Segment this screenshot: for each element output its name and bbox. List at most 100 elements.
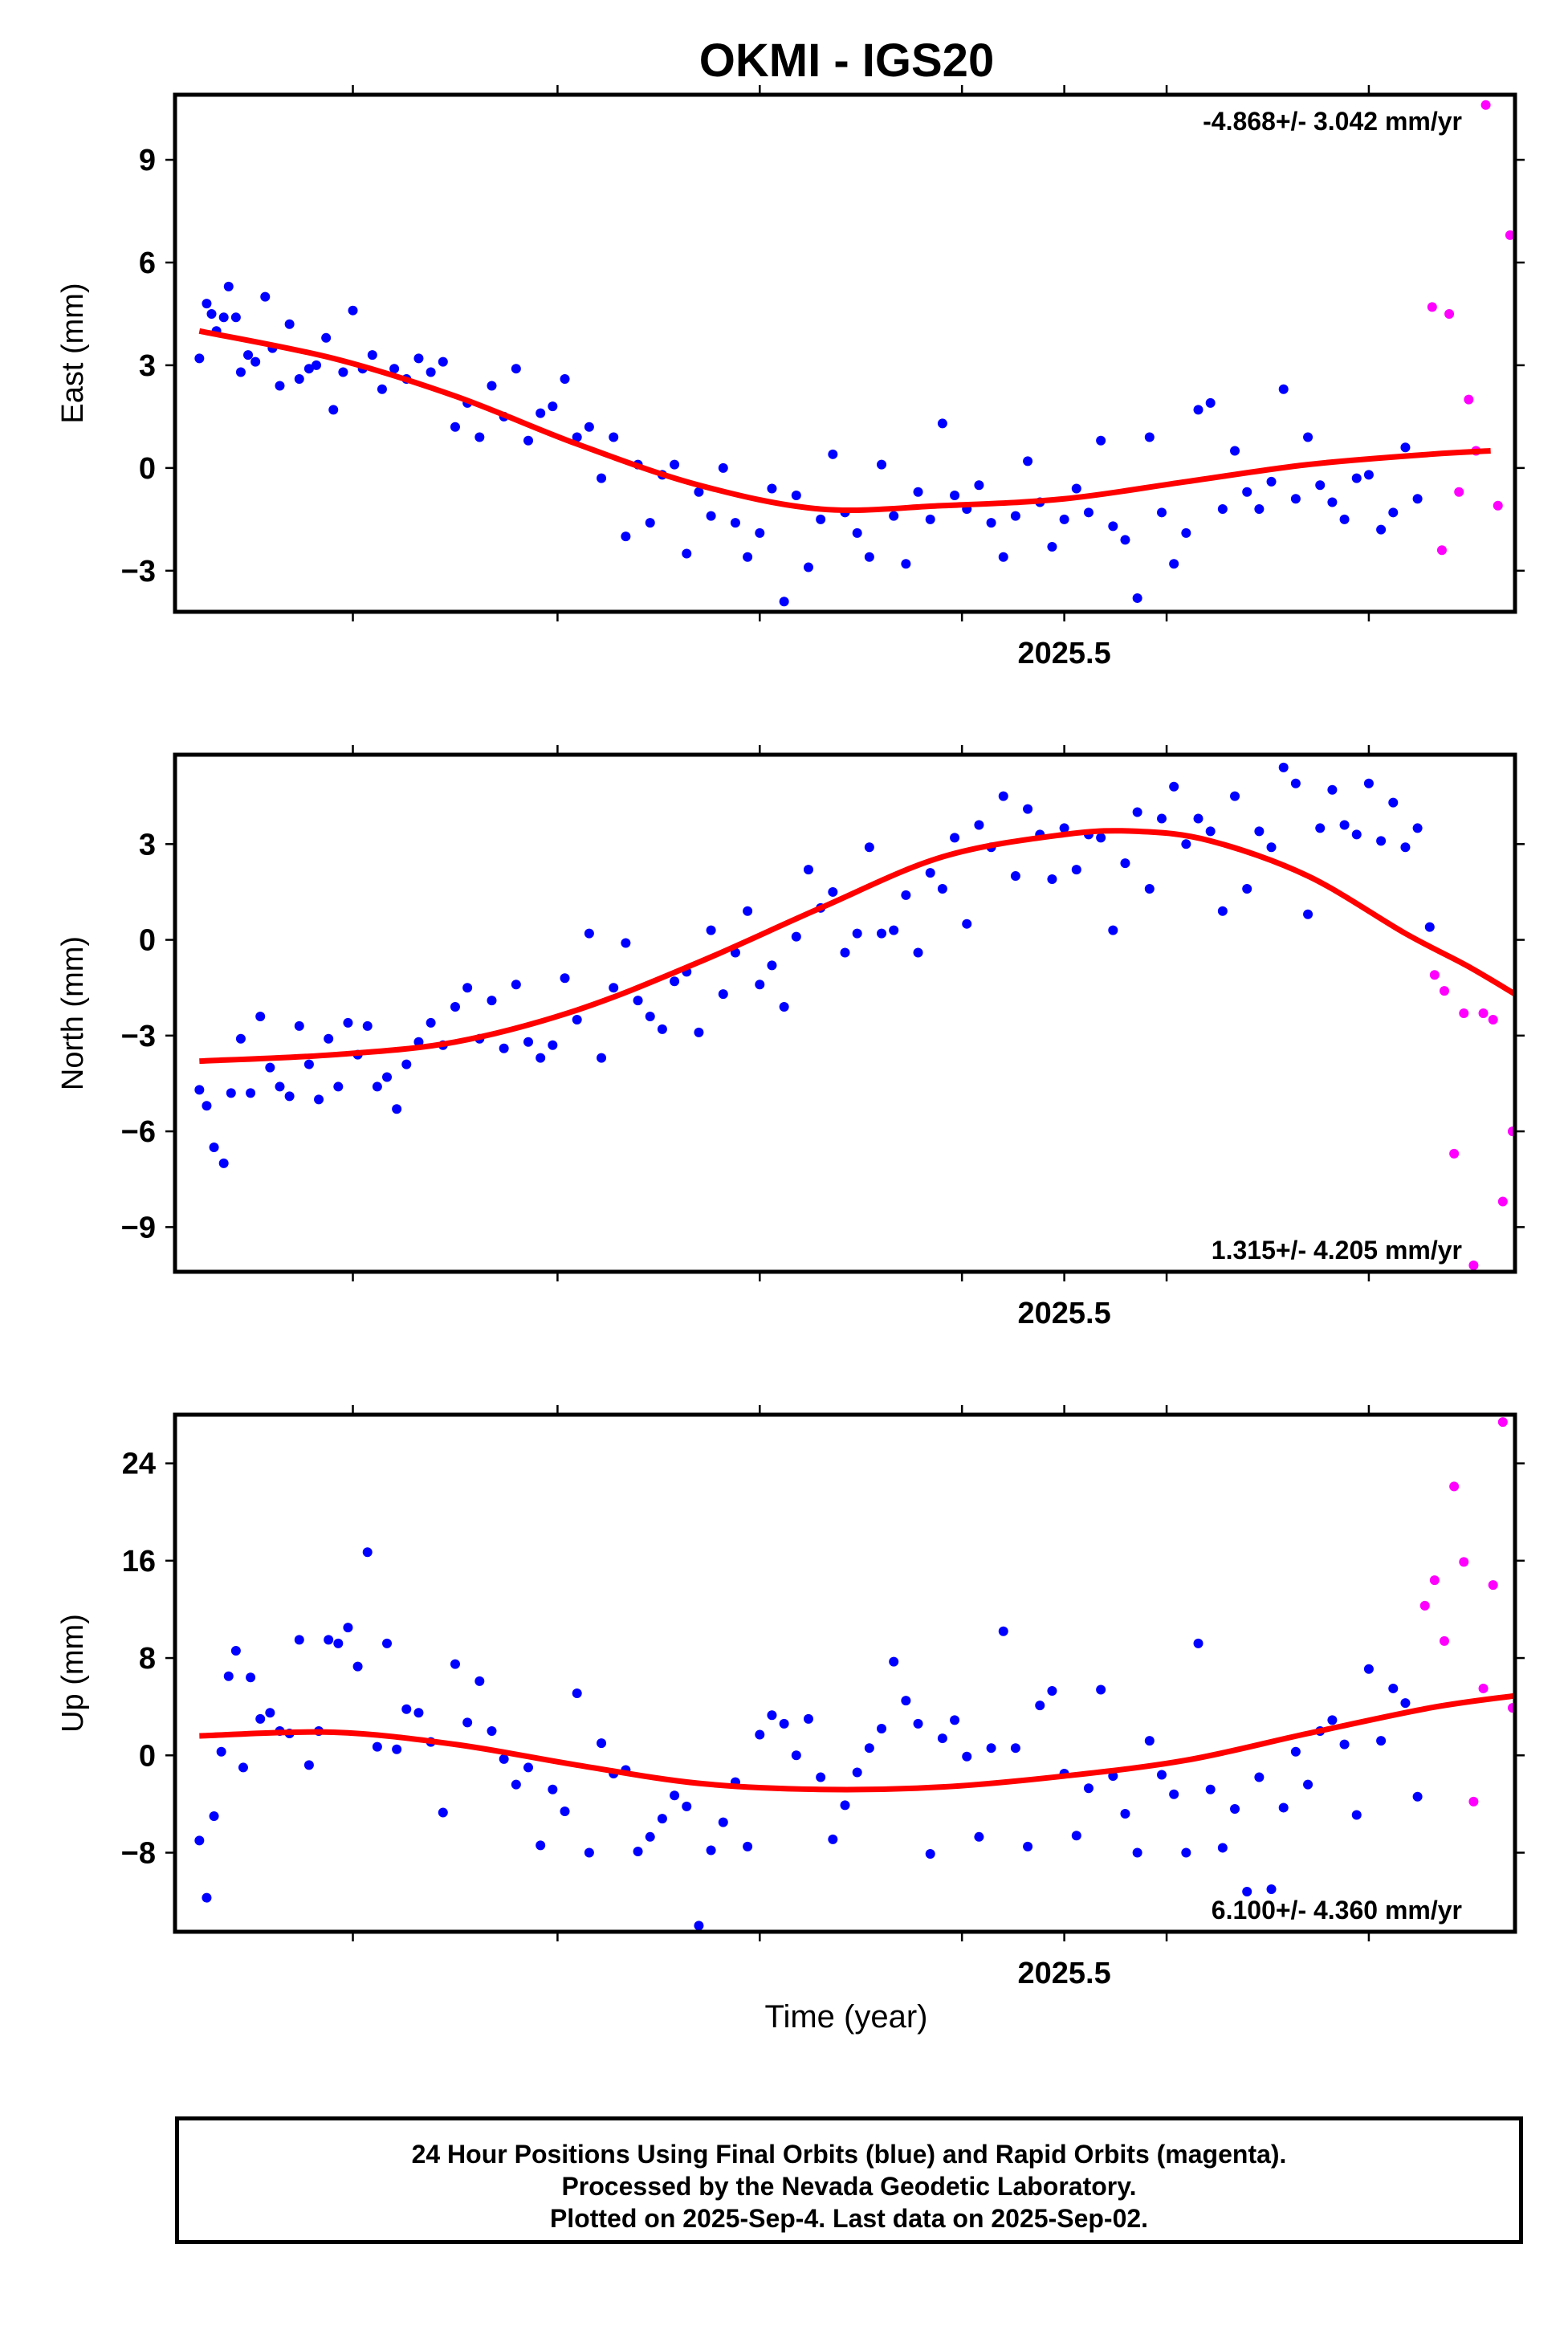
up-final-point — [694, 1921, 704, 1931]
up-final-point — [223, 1671, 234, 1681]
east-rapid-point — [1454, 487, 1464, 497]
east-final-point — [194, 353, 205, 364]
up-final-point — [1132, 1847, 1142, 1858]
east-final-point — [294, 373, 304, 384]
north-y-tick-label: 0 — [139, 924, 156, 958]
north-chart: −9 −6 −3 0 3 2025.5 North (mm) 1.315+/- 4.205 m… — [56, 745, 1525, 1330]
north-final-point — [706, 925, 716, 935]
east-final-point — [1303, 432, 1313, 442]
north-final-point — [1412, 823, 1423, 833]
east-final-point — [548, 401, 558, 412]
north-x-tick-label: 2025.5 — [1017, 1297, 1110, 1330]
north-rapid-point — [1439, 986, 1449, 996]
up-final-point — [209, 1811, 219, 1822]
north-final-point — [1230, 791, 1240, 801]
up-final-point — [998, 1626, 1008, 1636]
up-final-point — [238, 1762, 248, 1773]
up-final-point — [645, 1831, 655, 1842]
up-final-point — [548, 1784, 558, 1794]
north-final-point — [462, 983, 473, 993]
east-chart: −3 0 3 6 9 2025.5 East (mm) -4.868+/- 3.042 mm/… — [56, 85, 1525, 670]
east-final-point — [609, 432, 619, 442]
north-final-point — [1181, 839, 1191, 849]
up-final-point — [755, 1729, 765, 1740]
up-final-point — [1120, 1809, 1130, 1819]
east-final-point — [426, 367, 436, 377]
up-frame — [173, 1412, 1517, 1934]
north-final-point — [694, 1027, 704, 1037]
east-final-point — [218, 312, 229, 323]
east-final-point — [1217, 504, 1228, 515]
east-final-point — [560, 373, 570, 384]
north-final-point — [1059, 823, 1069, 833]
east-final-point — [1096, 435, 1106, 446]
east-final-point — [487, 381, 497, 391]
up-final-point — [913, 1718, 923, 1729]
east-final-point — [645, 518, 655, 528]
east-final-point — [312, 360, 322, 370]
east-final-point — [1047, 541, 1057, 552]
up-final-point — [828, 1834, 838, 1844]
up-rapid-point — [1497, 1417, 1508, 1428]
north-rapid-point — [1497, 1196, 1508, 1207]
east-final-point — [864, 552, 874, 562]
north-rapid-point — [1488, 1014, 1498, 1024]
up-final-point — [1412, 1791, 1423, 1802]
up-final-point — [1071, 1831, 1081, 1841]
up-final-point — [560, 1806, 570, 1816]
east-final-point — [1156, 507, 1167, 518]
up-final-point — [1047, 1685, 1057, 1696]
north-final-point — [499, 1043, 509, 1053]
north-final-point — [1193, 813, 1203, 824]
up-final-point — [791, 1750, 801, 1761]
up-final-point — [450, 1659, 460, 1669]
east-final-point — [1132, 593, 1142, 603]
up-final-point — [1242, 1886, 1252, 1896]
north-final-point — [1205, 826, 1216, 837]
east-final-point — [1230, 446, 1240, 456]
east-final-point — [584, 422, 594, 432]
north-final-point — [1303, 909, 1313, 919]
east-x-tick-label: 2025.5 — [1017, 637, 1110, 670]
east-rapid-point — [1427, 302, 1437, 312]
east-final-point — [682, 548, 692, 559]
north-final-point — [925, 868, 935, 878]
up-y-tick-label: 24 — [122, 1448, 156, 1481]
east-final-point — [1181, 528, 1191, 538]
north-rapid-point — [1468, 1261, 1479, 1271]
up-final-point — [352, 1661, 363, 1672]
east-final-point — [986, 518, 996, 528]
east-final-point — [1169, 559, 1179, 569]
north-final-point — [1242, 883, 1252, 894]
north-final-point — [523, 1037, 534, 1047]
north-final-point — [621, 938, 631, 948]
east-final-point — [389, 364, 400, 374]
up-final-point — [1266, 1884, 1277, 1894]
up-final-point — [462, 1717, 473, 1728]
east-rapid-point — [1480, 100, 1491, 110]
north-final-point — [246, 1088, 256, 1098]
east-y-tick-label: 9 — [139, 144, 156, 177]
east-final-point — [730, 518, 740, 528]
up-rate-label: 6.100+/- 4.360 mm/yr — [1212, 1896, 1462, 1925]
east-final-point — [670, 459, 680, 470]
north-final-point — [791, 931, 801, 942]
up-final-point — [333, 1638, 344, 1648]
east-final-point — [206, 308, 217, 319]
east-final-point — [791, 490, 801, 500]
north-final-point — [1266, 842, 1277, 853]
up-final-point — [487, 1725, 497, 1736]
east-final-point — [694, 487, 704, 497]
up-final-point — [816, 1772, 826, 1782]
north-final-point — [255, 1011, 266, 1021]
north-plot-area — [194, 762, 1515, 1271]
north-final-point — [803, 865, 813, 875]
up-final-point — [1181, 1847, 1191, 1858]
north-final-point — [1351, 829, 1362, 840]
up-y-tick-label: 0 — [139, 1739, 156, 1773]
up-final-point — [1376, 1736, 1387, 1746]
up-rapid-point — [1488, 1580, 1498, 1591]
up-final-point — [1023, 1841, 1033, 1851]
up-final-point — [1290, 1746, 1301, 1757]
up-plot-area — [194, 1417, 1515, 1931]
